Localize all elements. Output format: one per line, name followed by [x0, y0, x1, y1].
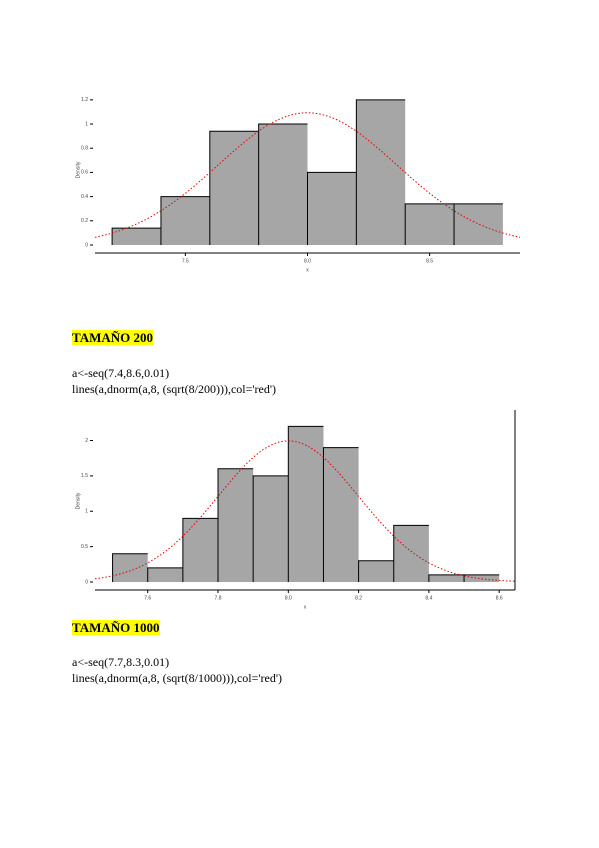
bar-edge [147, 567, 183, 582]
code-line: a<-seq(7.4,8.6,0.01) [72, 366, 170, 380]
chart: 7.6 7.8 8.0 8.2 8.4 8.6 0 0.5 1 1.5 2 x Density [75, 410, 516, 610]
bar-edge [112, 553, 148, 582]
x-axis-label: x [306, 267, 309, 273]
y-tick-label: 2 [85, 438, 88, 444]
bar-edge [258, 123, 308, 245]
y-tick-label: 1.2 [81, 97, 88, 103]
bar-edge [322, 447, 359, 582]
bar [258, 124, 308, 245]
code-line: lines(a,dnorm(a,8, (sqrt(8/200))),col='r… [72, 382, 277, 396]
code-line: a<-seq(7.7,8.3,0.01) [72, 655, 170, 669]
bar [358, 560, 394, 582]
bar [112, 553, 148, 582]
chart: 7.5 8.0 8.5 0 0.2 0.4 0.6 0.8 1 1.2 x Density [75, 97, 521, 273]
bar [405, 203, 455, 245]
bar-edge [358, 560, 394, 582]
code-line: lines(a,dnorm(a,8, (sqrt(8/1000))),col='… [72, 671, 283, 685]
bar-edge [463, 574, 500, 582]
bar-edge [160, 196, 210, 245]
y-axis-label: Density [75, 161, 81, 178]
bar [428, 574, 465, 582]
bar-edge [428, 574, 465, 582]
bar [112, 228, 161, 245]
bar-edge [355, 99, 406, 245]
y-tick-label: 0.6 [81, 170, 88, 176]
bar [218, 468, 254, 582]
bar [307, 172, 357, 245]
bar [147, 567, 183, 582]
bar [323, 447, 359, 582]
y-axis-label: Density [75, 492, 81, 509]
bar-edge [111, 227, 161, 245]
bar [253, 475, 289, 582]
bar-edge [453, 203, 503, 245]
bar-edge [404, 203, 455, 245]
y-tick-label: 0.2 [81, 218, 88, 224]
bar [209, 131, 259, 245]
heading: TAMAÑO 1000 [72, 620, 160, 635]
bar [160, 196, 210, 245]
x-tick-label: 8.4 [425, 595, 432, 601]
y-tick-label: 0.8 [81, 146, 88, 152]
y-tick-label: 0.5 [81, 544, 88, 550]
y-tick-label: 1 [85, 121, 88, 127]
heading: TAMAÑO 200 [72, 330, 154, 345]
density-curve [94, 440, 516, 582]
x-axis-label: x [304, 604, 307, 610]
y-tick-label: 0 [85, 579, 88, 585]
x-tick-label: 7.6 [144, 595, 151, 601]
bar [182, 518, 219, 582]
bar [288, 426, 324, 582]
bar-edge [182, 517, 219, 582]
y-tick-label: 0 [85, 242, 88, 248]
x-tick-label: 8.2 [355, 595, 362, 601]
bar [454, 203, 503, 245]
y-tick-label: 1.5 [81, 473, 88, 479]
bar-edge [252, 475, 289, 582]
x-tick-label: 7.8 [215, 595, 222, 601]
bar-edge [307, 171, 357, 245]
density-curve [94, 112, 521, 238]
x-tick-label: 8.0 [304, 258, 311, 264]
bar-edge [209, 130, 259, 245]
y-tick-label: 1 [85, 509, 88, 515]
y-tick-label: 0.4 [81, 194, 88, 200]
x-tick-label: 8.6 [496, 595, 503, 601]
bar [356, 99, 406, 245]
bar-edge [287, 425, 324, 582]
x-tick-label: 8.5 [426, 258, 433, 264]
x-tick-label: 7.5 [182, 258, 189, 264]
x-tick-label: 8.0 [285, 595, 292, 601]
bar [393, 525, 429, 582]
bar-edge [393, 524, 429, 582]
